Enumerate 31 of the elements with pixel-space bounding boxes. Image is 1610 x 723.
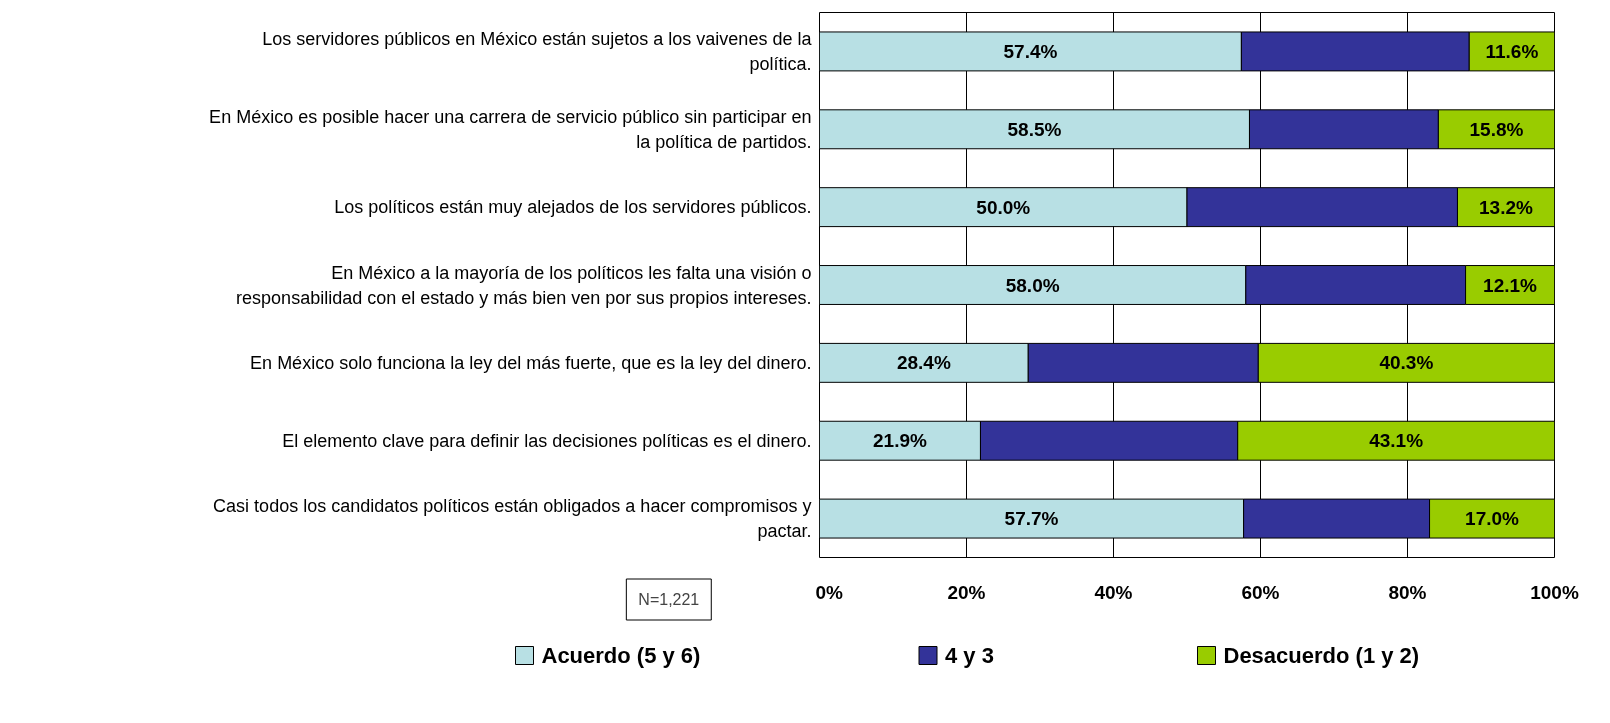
x-tick-label: 80% xyxy=(1388,581,1427,603)
data-label: 57.4% xyxy=(1003,40,1058,62)
x-tick-label: 100% xyxy=(1530,581,1579,603)
y-tick-label: En México solo funciona la ley del más fuerte, que es la ley del dinero. xyxy=(250,352,812,373)
x-tick-label: 0% xyxy=(815,581,844,603)
data-label: 58.0% xyxy=(1005,274,1060,296)
data-label: 11.6% xyxy=(1485,40,1539,62)
data-label: 50.0% xyxy=(976,196,1031,218)
legend-label: Desacuerdo (1 y 2) xyxy=(1223,643,1420,668)
data-label: 58.5% xyxy=(1007,118,1062,140)
legend-label: 4 y 3 xyxy=(945,643,994,668)
data-label: 40.3% xyxy=(1379,352,1434,374)
y-tick-label: Los políticos están muy alejados de los servidores públicos. xyxy=(334,197,812,218)
data-label: 43.1% xyxy=(1369,430,1424,452)
data-label: 15.8% xyxy=(1469,118,1524,140)
data-label: 21.9% xyxy=(873,430,928,452)
y-tick-label: El elemento clave para definir las decisiones políticas es el dinero. xyxy=(282,430,812,451)
x-tick-label: 40% xyxy=(1094,581,1133,603)
x-tick-label: 20% xyxy=(947,581,986,603)
data-label: 13.2% xyxy=(1479,196,1534,218)
legend-label: Acuerdo (5 y 6) xyxy=(541,643,701,668)
data-label: 12.1% xyxy=(1483,274,1538,296)
y-tick-label: En México es posible hacer una carrera de servicio público sin participar en la política de partidos. xyxy=(209,106,812,152)
x-tick-label: 60% xyxy=(1241,581,1280,603)
data-label: 28.4% xyxy=(896,352,951,374)
text: N=1,221 xyxy=(638,591,700,608)
data-label: 17.0% xyxy=(1465,508,1520,530)
y-tick-label: Los servidores públicos en México están sujetos a los vaivenes de la política. xyxy=(262,28,813,74)
y-tick-label: En México a la mayoría de los políticos les falta una visión o responsabilidad con el estado y más bien ven por sus propios intereses. xyxy=(236,262,812,308)
y-tick-label: Casi todos los candidatos políticos están obligados a hacer compromisos y pactar. xyxy=(213,496,812,542)
data-label: 57.7% xyxy=(1004,508,1059,530)
